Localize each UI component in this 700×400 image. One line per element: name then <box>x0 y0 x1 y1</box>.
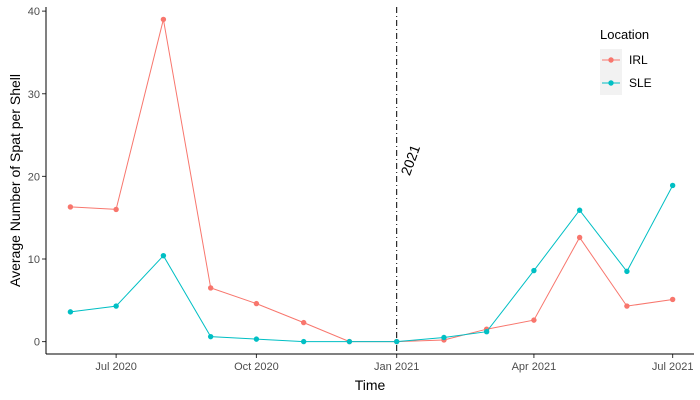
x-axis-title: Time <box>355 377 386 393</box>
data-point-sle <box>113 303 119 309</box>
y-tick-label: 40 <box>28 6 40 18</box>
legend-key-background <box>600 49 622 95</box>
legend-items: IRL SLE <box>602 53 652 90</box>
x-tick-label: Jul 2020 <box>95 361 137 373</box>
data-point-irl <box>576 234 583 241</box>
legend-point-irl <box>608 57 614 63</box>
data-point-sle <box>669 182 676 189</box>
series-layer <box>67 16 676 345</box>
series-sle <box>67 182 676 345</box>
series-irl <box>67 16 676 345</box>
y-tick-label: 10 <box>28 254 40 266</box>
data-point-sle <box>67 309 74 315</box>
data-point-sle <box>300 338 307 345</box>
y-tick-label: 20 <box>28 171 40 183</box>
data-point-sle <box>576 207 583 213</box>
data-point-irl <box>253 300 260 307</box>
series-line-sle <box>70 185 674 343</box>
data-point-sle <box>346 338 353 345</box>
annotation-2021: 2021 <box>397 142 423 177</box>
y-tick-label: 30 <box>28 89 40 101</box>
legend: Location IRL SLE <box>600 27 652 95</box>
legend-title: Location <box>600 27 649 42</box>
data-point-irl <box>207 285 214 291</box>
x-tick-label: Jan 2021 <box>374 361 419 373</box>
legend-label-irl: IRL <box>629 53 648 67</box>
data-point-irl <box>113 206 119 213</box>
data-point-sle <box>483 328 490 335</box>
data-point-sle <box>253 336 260 342</box>
data-point-irl <box>531 317 537 323</box>
legend-point-sle <box>608 80 614 86</box>
legend-label-sle: SLE <box>629 76 652 90</box>
x-axis-ticks: Jul 2020 Oct 2020 Jan 2021 Apr 2021 Jul 2021 <box>95 354 693 373</box>
data-point-sle <box>531 267 537 274</box>
data-point-sle <box>160 252 167 259</box>
x-tick-label: Oct 2020 <box>234 361 279 373</box>
x-tick-label: Apr 2021 <box>512 361 557 373</box>
data-point-irl <box>160 16 167 23</box>
data-point-irl <box>300 319 307 326</box>
series-line-irl <box>70 19 673 343</box>
y-axis-title: Average Number of Spat per Shell <box>7 74 23 287</box>
data-point-sle <box>207 333 214 340</box>
data-point-sle <box>441 334 447 341</box>
data-point-sle <box>624 268 630 275</box>
y-axis-ticks: 0 10 20 30 40 <box>28 6 46 349</box>
data-point-irl <box>67 204 74 210</box>
y-tick-label: 0 <box>34 337 40 349</box>
data-point-irl <box>624 303 630 309</box>
data-point-irl <box>669 296 676 303</box>
x-tick-label: Jul 2021 <box>652 361 694 373</box>
data-point-sle <box>393 338 400 345</box>
